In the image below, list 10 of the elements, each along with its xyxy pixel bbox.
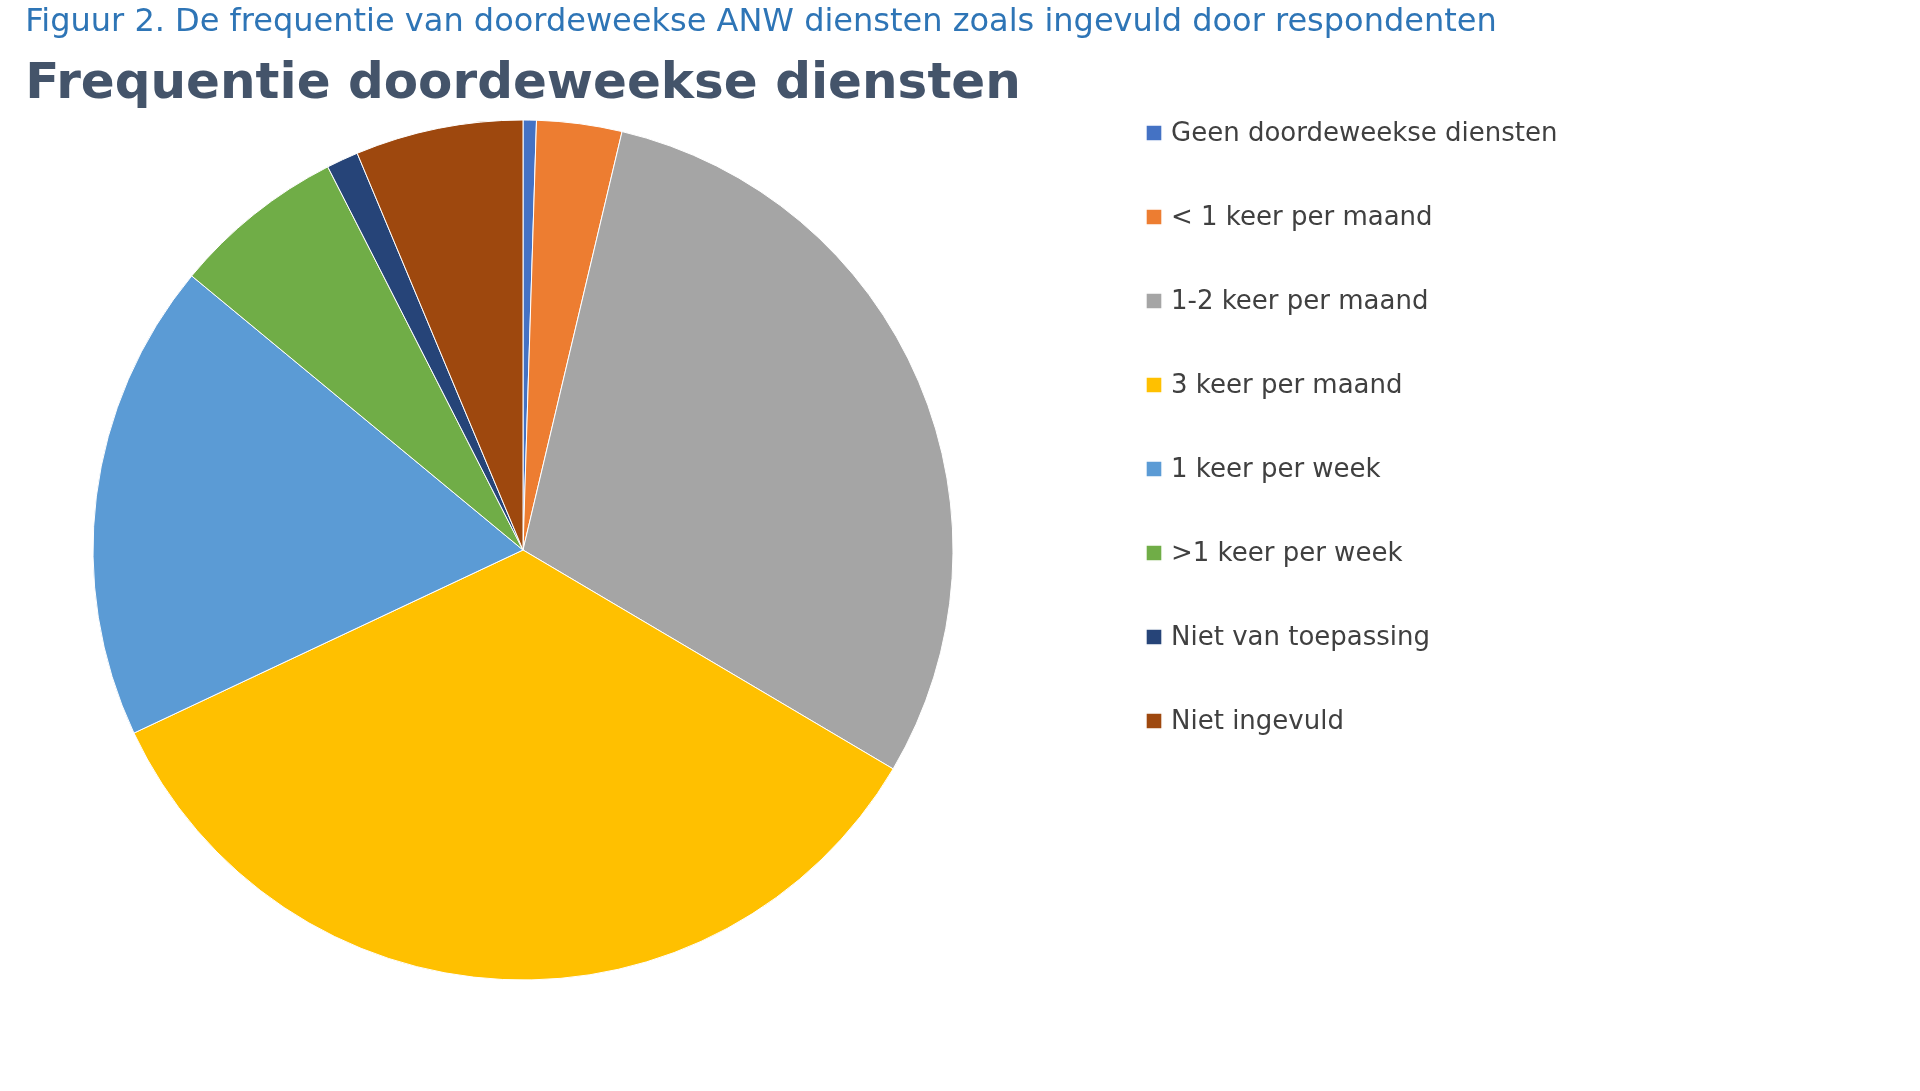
text: Figuur 2. De frequentie van doordeweekse ANW diensten zoals ingevuld door respondenten <box>25 1 1497 39</box>
legend-label: Niet ingevuld <box>1171 705 1344 735</box>
legend-label: 3 keer per maand <box>1171 369 1403 399</box>
legend-label: >1 keer per week <box>1171 537 1403 567</box>
legend-label: 1-2 keer per maand <box>1171 285 1429 315</box>
legend-label: Geen doordeweekse diensten <box>1171 117 1558 147</box>
legend-label: 1 keer per week <box>1171 453 1381 483</box>
chart-title: Frequentie doordeweekse diensten <box>25 52 1021 110</box>
legend-label: < 1 keer per maand <box>1171 201 1433 231</box>
legend-label: Niet van toepassing <box>1171 621 1431 651</box>
